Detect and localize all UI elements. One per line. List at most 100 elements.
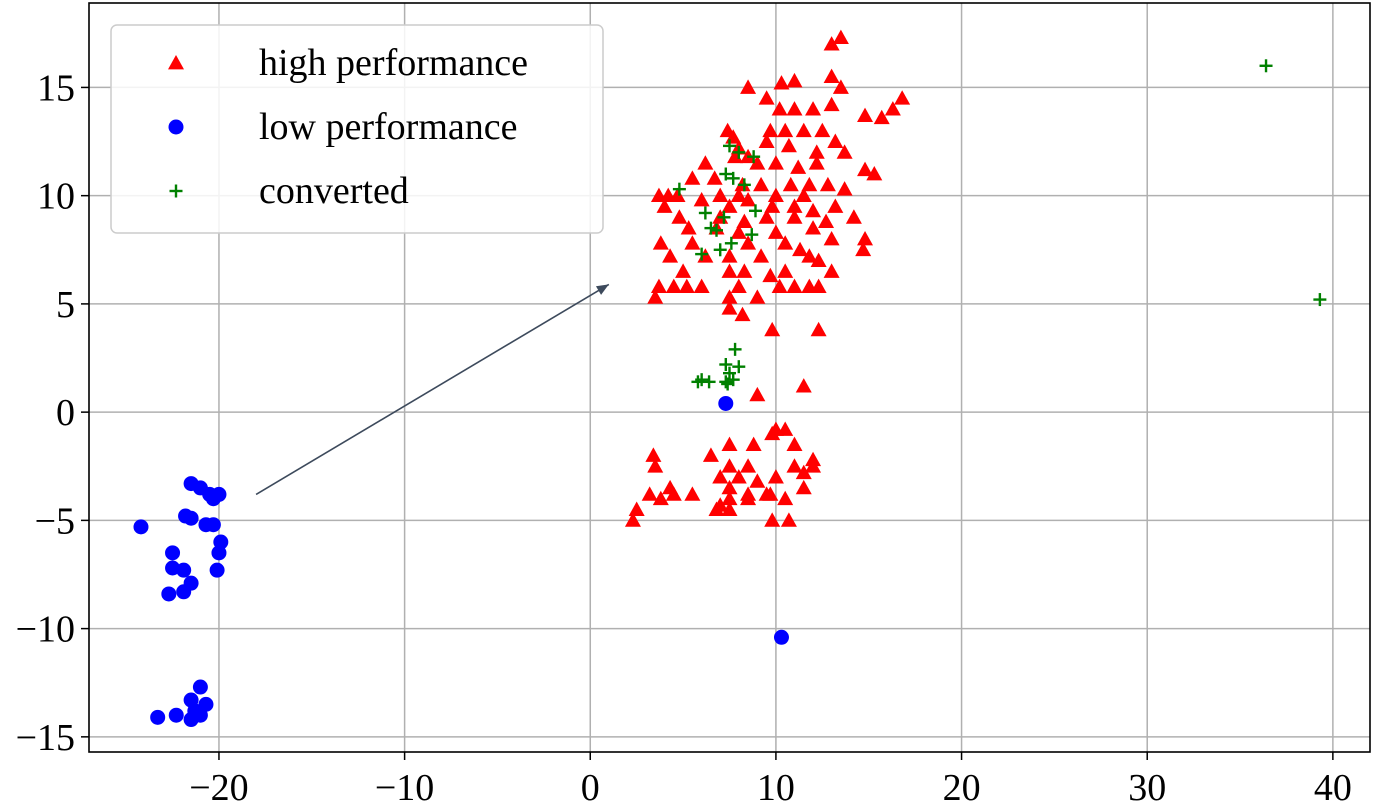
point-high-performance bbox=[857, 230, 874, 246]
point-high-performance bbox=[749, 289, 766, 304]
point-high-performance bbox=[795, 122, 812, 138]
point-high-performance bbox=[777, 263, 794, 278]
x-tick-label: 40 bbox=[1314, 767, 1352, 807]
point-high-performance bbox=[684, 235, 701, 250]
point-high-performance bbox=[762, 267, 779, 283]
point-high-performance bbox=[790, 159, 807, 174]
legend-marker-converted bbox=[169, 184, 183, 198]
point-high-performance bbox=[777, 490, 794, 506]
point-high-performance bbox=[693, 278, 710, 293]
point-high-performance bbox=[823, 36, 840, 51]
point-low-performance bbox=[183, 712, 199, 728]
point-high-performance bbox=[767, 187, 784, 203]
point-high-performance bbox=[777, 122, 794, 138]
x-tick-label: 30 bbox=[1128, 767, 1166, 807]
point-high-performance bbox=[656, 198, 673, 213]
point-high-performance bbox=[777, 235, 794, 250]
point-high-performance bbox=[740, 490, 757, 506]
point-high-performance bbox=[801, 176, 818, 192]
point-high-performance bbox=[792, 241, 809, 257]
point-converted bbox=[713, 243, 727, 257]
point-high-performance bbox=[712, 497, 729, 512]
point-high-performance bbox=[749, 473, 766, 488]
point-converted bbox=[719, 375, 733, 389]
point-high-performance bbox=[823, 96, 840, 112]
x-tick-label: 10 bbox=[757, 767, 795, 807]
point-high-performance bbox=[697, 155, 714, 170]
point-high-performance bbox=[764, 512, 781, 527]
point-high-performance bbox=[767, 155, 784, 170]
point-high-performance bbox=[762, 486, 779, 501]
point-high-performance bbox=[753, 248, 770, 263]
point-high-performance bbox=[810, 252, 827, 268]
point-high-performance bbox=[786, 198, 803, 213]
point-high-performance bbox=[771, 278, 788, 293]
point-high-performance bbox=[671, 209, 688, 224]
point-converted bbox=[728, 342, 742, 356]
point-low-performance bbox=[192, 679, 208, 695]
point-high-performance bbox=[884, 101, 901, 116]
point-low-performance bbox=[773, 629, 789, 645]
point-high-performance bbox=[795, 378, 812, 393]
point-high-performance bbox=[836, 181, 853, 196]
point-high-performance bbox=[805, 458, 822, 473]
point-high-performance bbox=[736, 213, 753, 229]
point-low-performance bbox=[168, 707, 184, 723]
point-high-performance bbox=[652, 490, 669, 506]
point-high-performance bbox=[795, 464, 812, 480]
point-high-performance bbox=[721, 479, 738, 495]
y-tick-label: −10 bbox=[16, 609, 75, 651]
point-high-performance bbox=[823, 263, 840, 278]
point-high-performance bbox=[740, 79, 757, 94]
point-high-performance bbox=[721, 198, 738, 213]
point-high-performance bbox=[758, 209, 775, 224]
legend-label-low-performance: low performance bbox=[259, 106, 518, 148]
point-low-performance bbox=[150, 709, 166, 725]
point-high-performance bbox=[678, 278, 695, 293]
point-high-performance bbox=[832, 79, 849, 94]
point-high-performance bbox=[857, 107, 874, 122]
point-high-performance bbox=[665, 278, 682, 293]
point-converted bbox=[732, 360, 746, 374]
point-high-performance bbox=[773, 75, 790, 90]
point-high-performance bbox=[721, 490, 738, 506]
point-high-performance bbox=[745, 436, 762, 452]
point-low-performance bbox=[211, 486, 227, 502]
legend-marker-low-performance bbox=[168, 119, 184, 135]
point-high-performance bbox=[795, 187, 812, 203]
point-high-performance bbox=[721, 263, 738, 278]
point-converted bbox=[732, 145, 746, 159]
point-converted bbox=[710, 223, 724, 237]
point-high-performance bbox=[767, 224, 784, 239]
point-high-performance bbox=[697, 248, 714, 263]
point-high-performance bbox=[786, 458, 803, 473]
point-converted bbox=[695, 247, 709, 261]
point-low-performance bbox=[176, 562, 192, 578]
point-high-performance bbox=[665, 486, 682, 501]
arrow-line bbox=[255, 283, 610, 496]
point-low-performance bbox=[161, 586, 177, 602]
point-converted bbox=[721, 377, 735, 391]
point-converted bbox=[748, 204, 762, 218]
point-high-performance bbox=[780, 137, 797, 153]
point-high-performance bbox=[628, 501, 645, 516]
arrow-head bbox=[595, 284, 609, 295]
y-tick-label: 15 bbox=[37, 67, 75, 109]
annotation-arrow bbox=[255, 283, 610, 496]
point-converted bbox=[719, 358, 733, 372]
data-points bbox=[133, 29, 1327, 728]
point-low-performance bbox=[183, 510, 199, 526]
point-converted bbox=[691, 375, 705, 389]
point-high-performance bbox=[730, 187, 747, 203]
y-tick-label: 5 bbox=[56, 284, 75, 326]
point-low-performance bbox=[165, 560, 181, 576]
point-high-performance bbox=[819, 176, 836, 192]
point-high-performance bbox=[810, 321, 827, 337]
point-high-performance bbox=[786, 101, 803, 116]
point-high-performance bbox=[782, 176, 799, 192]
point-high-performance bbox=[684, 170, 701, 185]
point-high-performance bbox=[845, 209, 862, 224]
point-high-performance bbox=[801, 248, 818, 263]
point-high-performance bbox=[706, 170, 723, 185]
